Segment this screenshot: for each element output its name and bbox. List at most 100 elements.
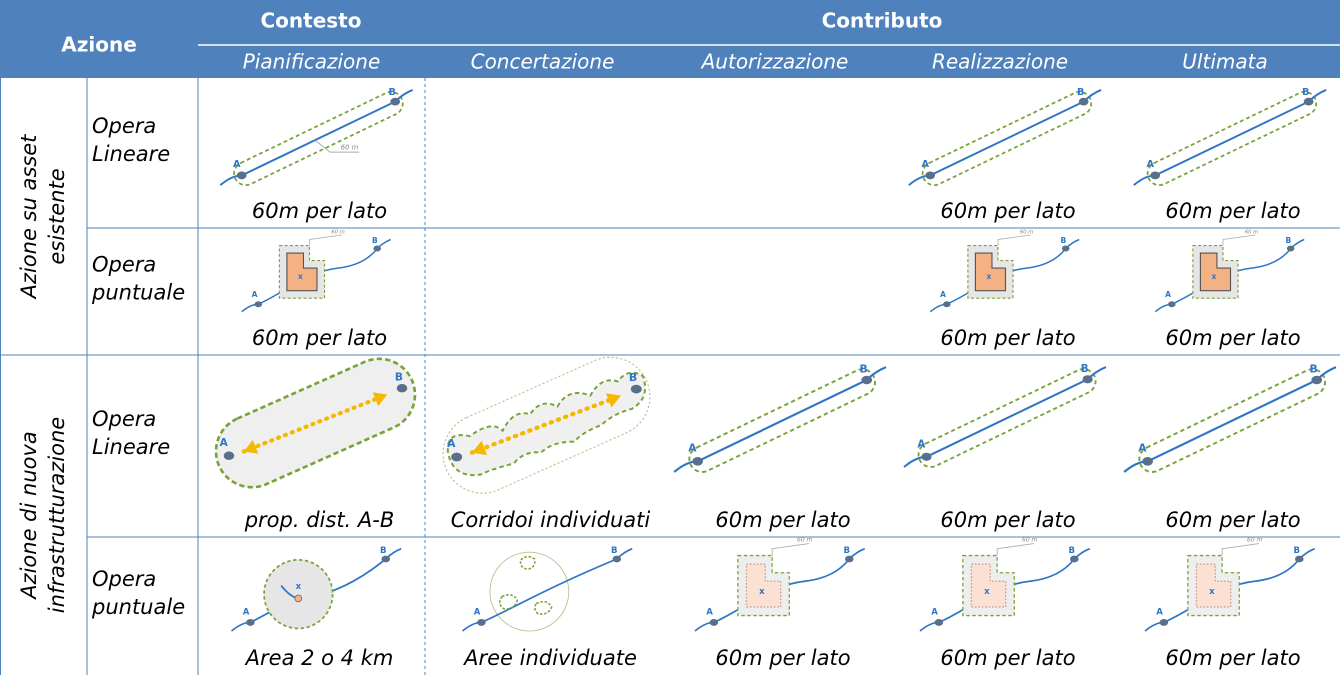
header-azione: Azione: [61, 33, 137, 57]
point: [1286, 245, 1295, 252]
route: [461, 547, 633, 632]
icon-label: A: [1138, 441, 1147, 454]
route: [1154, 238, 1305, 313]
icon-label: B: [859, 362, 867, 375]
icon-label: A: [931, 608, 938, 618]
point: [1159, 619, 1169, 626]
icon-label: B: [372, 236, 378, 245]
point: [1168, 301, 1176, 308]
cell-caption: 60m per lato: [252, 199, 387, 223]
point: [943, 301, 951, 308]
row-label: Opera: [92, 114, 156, 138]
illustration: AB: [908, 87, 1102, 187]
cell-caption: 60m per lato: [252, 326, 387, 350]
point: [1078, 97, 1089, 106]
route: [241, 238, 392, 313]
cell-caption: 60m per lato: [715, 646, 850, 670]
row-label: Lineare: [92, 142, 170, 166]
route: [673, 366, 887, 473]
arrow-head: [472, 440, 488, 456]
illustration: AB: [903, 364, 1107, 468]
header-contesto: Contesto: [261, 9, 362, 33]
arrow-line: [241, 392, 390, 454]
distance-line: [997, 234, 1031, 246]
arrow-head: [605, 393, 621, 408]
building: [974, 252, 1007, 292]
distance-line: [771, 543, 810, 556]
point: [1070, 555, 1079, 563]
buffer: [214, 357, 417, 489]
icon-label: B: [1302, 87, 1309, 98]
phase-label: Pianificazione: [243, 50, 381, 74]
point: [1311, 375, 1323, 385]
icon-label: A: [233, 159, 241, 170]
area-blob: [498, 594, 519, 610]
point: [1142, 457, 1154, 466]
row-label: Opera: [92, 567, 156, 591]
icon-label: A: [688, 441, 697, 454]
icon-label: A: [1165, 290, 1171, 299]
point: [934, 619, 944, 626]
illustration: x 60 m A B: [1144, 537, 1316, 632]
icon-label: x: [1212, 272, 1217, 281]
point: [223, 451, 235, 460]
point: [1150, 171, 1161, 180]
outline: [489, 551, 570, 632]
icon-label: 60 m: [341, 143, 359, 151]
distance-line: [996, 543, 1035, 556]
cell-caption: prop. dist. A-B: [244, 508, 395, 532]
group-label: Azione di nuova: [17, 431, 41, 601]
point: [612, 555, 622, 563]
row-label: Lineare: [92, 435, 170, 459]
distance-line: [1221, 543, 1260, 556]
illustration: 60 m A B: [219, 87, 414, 187]
illustration: x 60 m A B: [929, 229, 1080, 313]
icon-label: B: [843, 546, 850, 556]
icon-label: B: [1077, 87, 1084, 98]
distance-line: [309, 234, 342, 246]
illustration: AB: [1123, 362, 1337, 473]
icon-label: A: [922, 159, 930, 170]
cell-caption: 60m per lato: [1165, 508, 1300, 532]
building: [286, 252, 318, 292]
distance-line: [315, 140, 360, 153]
icon-label: B: [395, 372, 403, 384]
phase-label: Ultimata: [1182, 50, 1267, 74]
route: [1123, 366, 1337, 473]
illustration: AB: [1133, 87, 1327, 187]
arrow-head: [243, 439, 259, 454]
route: [219, 89, 414, 186]
point: [254, 301, 263, 308]
icon-label: A: [917, 440, 925, 451]
point: [925, 171, 936, 180]
illustration: x 60 m A B: [919, 537, 1091, 632]
icon-label: B: [380, 546, 387, 556]
cell-caption: Corridoi individuati: [451, 508, 651, 532]
arrow-line: [469, 393, 624, 455]
icon-label: x: [984, 587, 990, 597]
icon-label: A: [252, 290, 258, 299]
cell-caption: Aree individuate: [462, 646, 637, 670]
icon-label: x: [298, 272, 303, 281]
buffer: [1138, 368, 1327, 473]
building: [1199, 252, 1232, 292]
point: [1303, 97, 1314, 106]
icon-label: B: [1286, 236, 1292, 245]
illustration: x 60 m A B: [241, 229, 392, 313]
cell-caption: Area 2 o 4 km: [244, 646, 394, 670]
icon-label: 60 m: [1247, 537, 1263, 544]
icon-label: B: [611, 546, 618, 556]
icon-label: x: [296, 582, 302, 592]
group-label: esistente: [45, 168, 69, 264]
icon-label: x: [759, 587, 765, 597]
icon-label: 60 m: [331, 229, 344, 235]
building: [1195, 563, 1232, 608]
icon-label: B: [1081, 364, 1089, 375]
icon-label: B: [1293, 546, 1300, 556]
icon-label: A: [243, 608, 250, 618]
icon-label: 60 m: [1245, 229, 1258, 235]
point: [451, 452, 463, 462]
icon-label: 60 m: [797, 537, 813, 544]
icon-label: A: [1156, 608, 1163, 618]
